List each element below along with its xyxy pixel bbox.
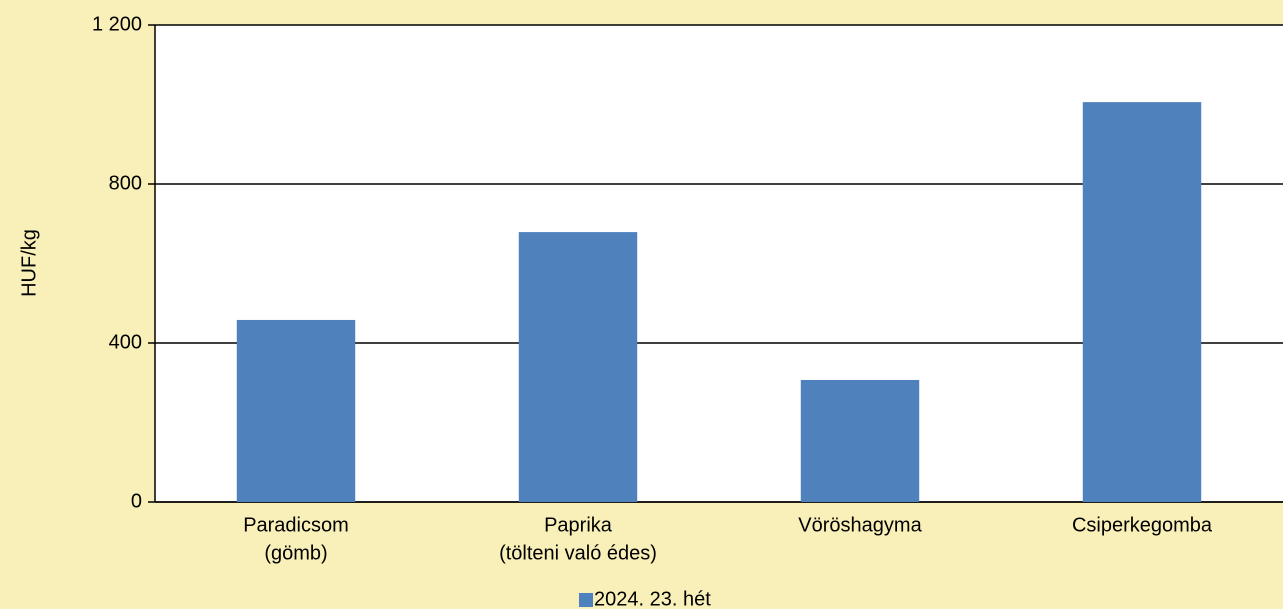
x-tick-label: Paradicsom <box>243 514 349 536</box>
x-tick-label: (gömb) <box>264 542 327 564</box>
x-tick-label: (tölteni való édes) <box>499 542 657 564</box>
bar <box>236 319 356 502</box>
bar <box>1082 102 1202 503</box>
x-tick-label: Paprika <box>544 514 613 536</box>
bar <box>518 232 638 502</box>
y-tick-label: 0 <box>131 490 142 512</box>
legend-label: 2024. 23. hét <box>594 588 711 609</box>
x-tick-label: Vöröshagyma <box>798 514 922 536</box>
y-tick-label: 400 <box>109 331 142 353</box>
x-tick-label: Csiperkegomba <box>1072 514 1213 536</box>
legend-swatch <box>579 593 593 607</box>
y-axis-label: HUF/kg <box>18 229 40 297</box>
bar <box>800 379 920 502</box>
y-tick-label: 1 200 <box>92 13 142 35</box>
y-tick-label: 800 <box>109 172 142 194</box>
